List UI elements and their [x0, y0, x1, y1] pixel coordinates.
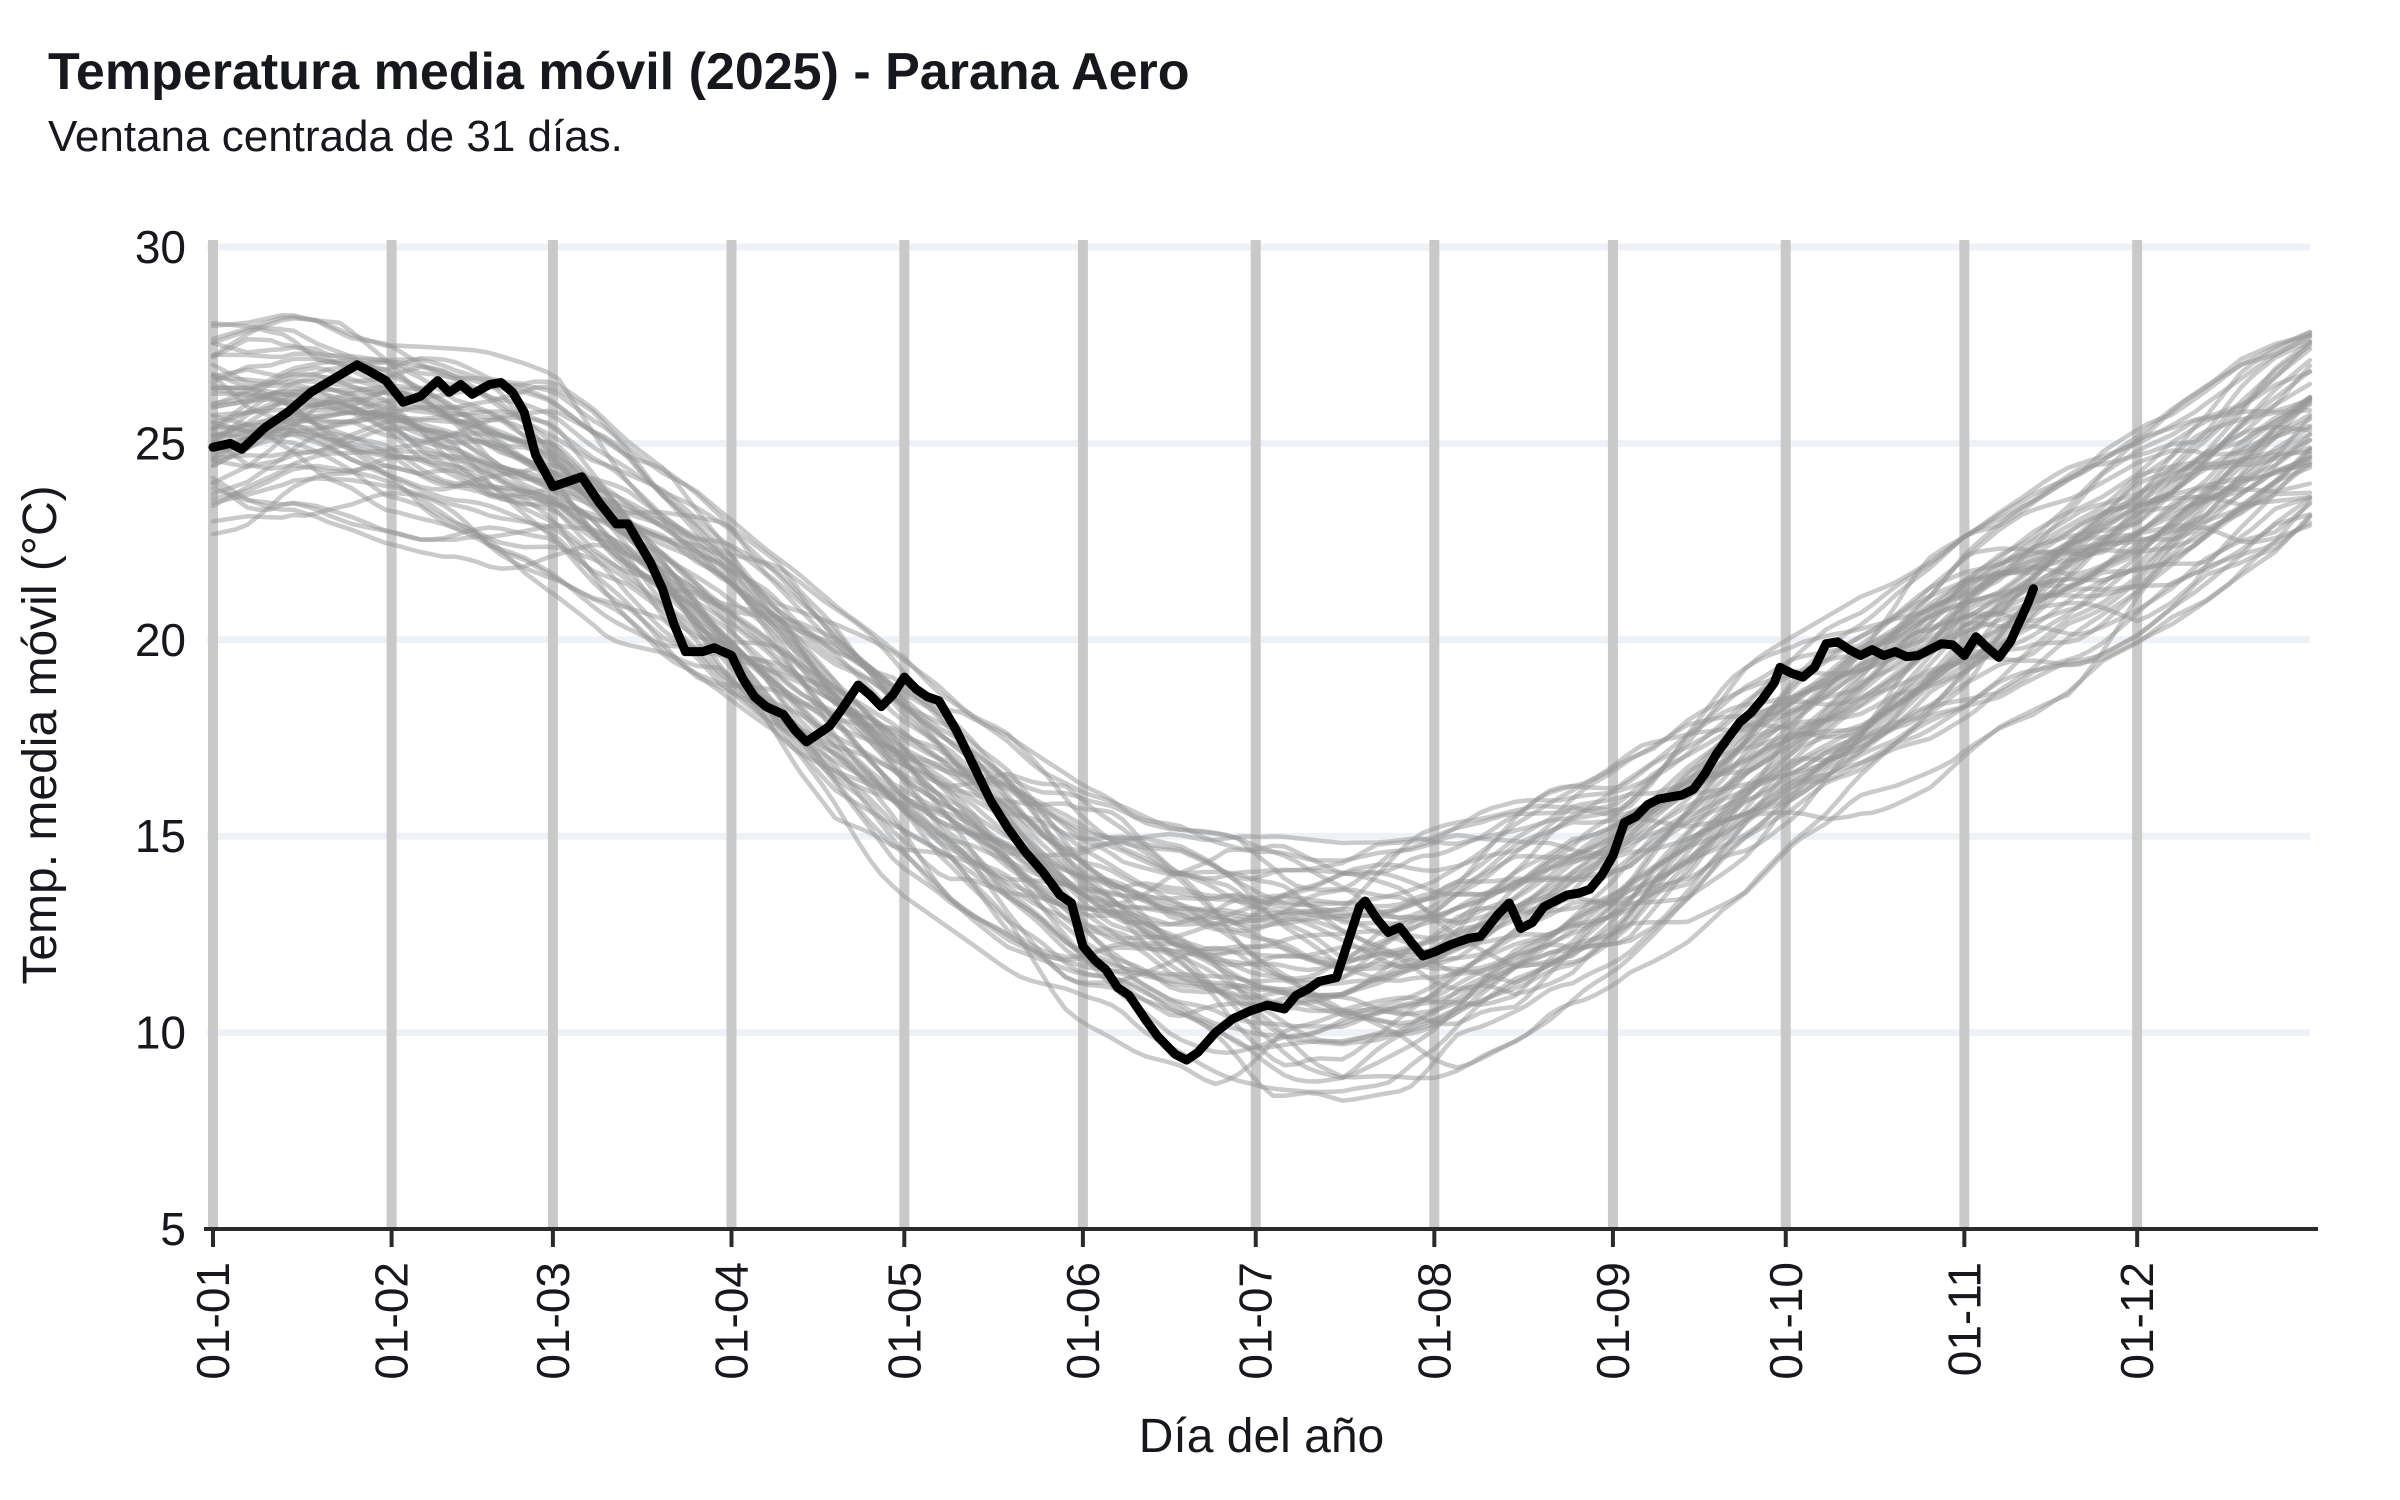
historical-year-line: [210, 413, 2313, 1087]
y-tick-label: 10: [135, 1007, 186, 1059]
historical-year-line: [210, 360, 2313, 967]
historical-year-line: [210, 394, 2313, 981]
y-tick-label: 20: [135, 614, 186, 666]
x-tick-label: 01-12: [2111, 1262, 2163, 1380]
x-tick-label: 01-01: [187, 1262, 239, 1380]
x-tick-label: 01-03: [527, 1262, 579, 1380]
historical-year-line: [210, 357, 2313, 986]
historical-year-line: [210, 419, 2313, 999]
historical-year-line: [210, 372, 2313, 956]
y-tick-label: 15: [135, 810, 186, 862]
y-tick-label: 30: [135, 221, 186, 273]
y-axis-title: Temp. media móvil (°C): [14, 485, 67, 984]
chart-subtitle: Ventana centrada de 31 días.: [48, 112, 623, 161]
y-tick-label: 25: [135, 417, 186, 469]
x-tick-label: 01-06: [1057, 1262, 1109, 1380]
x-tick-label: 01-09: [1587, 1262, 1639, 1380]
x-axis-title: Día del año: [1139, 1410, 1385, 1463]
historical-year-line: [210, 312, 2313, 920]
x-tick-label: 01-07: [1230, 1262, 1282, 1380]
x-tick-label: 01-08: [1408, 1262, 1460, 1380]
historical-year-line: [210, 465, 2313, 1029]
y-tick-labels: 5 10 15 20 25 30: [135, 221, 186, 1255]
historical-year-line: [210, 374, 2313, 963]
x-tick-label: 01-04: [706, 1262, 758, 1380]
historical-year-line: [210, 391, 2313, 1040]
x-tick-labels: 01-01 01-02 01-03 01-04 01-05 01-06 01-07 01-08…: [187, 1262, 2163, 1380]
historical-year-line: [210, 365, 2313, 984]
y-tick-label: 5: [160, 1203, 186, 1255]
x-tick-label: 01-05: [878, 1262, 930, 1380]
x-tick-label: 01-02: [366, 1262, 418, 1380]
highlight-line-2025: [208, 360, 2038, 1065]
x-tick-label: 01-11: [1938, 1262, 1990, 1376]
x-axis: [204, 1227, 2318, 1247]
chart-title: Temperatura media móvil (2025) - Parana …: [48, 43, 1190, 101]
historical-year-line: [210, 480, 2313, 1081]
x-tick-label: 01-10: [1760, 1262, 1812, 1380]
